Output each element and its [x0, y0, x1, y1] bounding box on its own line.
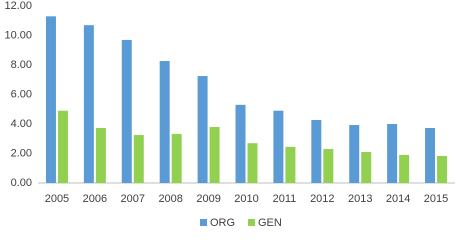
legend-swatch — [200, 219, 207, 226]
bar — [159, 61, 170, 183]
legend-label: GEN — [258, 217, 282, 229]
x-tick-label: 2006 — [83, 193, 107, 205]
bar — [273, 110, 284, 183]
bar — [171, 134, 182, 183]
bar — [285, 146, 296, 183]
x-tick-label: 2010 — [234, 193, 258, 205]
bar — [83, 25, 94, 183]
x-tick-label: 2008 — [158, 193, 182, 205]
x-tick-label: 2015 — [424, 193, 448, 205]
bar — [95, 127, 106, 183]
y-tick-label: 8.00 — [11, 59, 32, 71]
bar — [133, 135, 144, 183]
legend-swatch — [248, 219, 255, 226]
legend-label: ORG — [210, 217, 235, 229]
x-tick-label: 2009 — [196, 193, 220, 205]
bar — [57, 110, 68, 183]
y-tick-label: 6.00 — [11, 88, 32, 100]
bar — [425, 127, 436, 183]
chart: 0.00 2.00 4.00 6.00 8.00 10.00 12.00 2005 2006 20… — [4, 0, 455, 229]
bar — [437, 156, 448, 183]
y-tick-label: 10.00 — [4, 29, 32, 41]
x-tick-label: 2013 — [348, 193, 372, 205]
bar — [361, 152, 372, 183]
x-tick-label: 2011 — [273, 193, 297, 205]
x-tick-label: 2007 — [121, 193, 145, 205]
bar — [197, 76, 208, 183]
bar — [349, 125, 360, 183]
bar — [399, 154, 410, 183]
bar — [45, 16, 56, 184]
bar — [323, 149, 334, 183]
bar — [247, 143, 258, 183]
page: {"chart_data": {"type": "bar", "categori… — [4, 0, 455, 229]
x-tick-label: 2014 — [386, 193, 410, 205]
x-tick-label: 2005 — [45, 193, 69, 205]
y-tick-label: 0.00 — [11, 177, 32, 189]
bar — [235, 104, 246, 183]
y-tick-label: 4.00 — [11, 118, 32, 130]
bar — [209, 126, 220, 183]
x-tick-label: 2012 — [310, 193, 334, 205]
y-tick-label: 12.00 — [4, 0, 32, 12]
y-tick-label: 2.00 — [11, 147, 32, 159]
bar — [121, 39, 132, 183]
bar — [387, 124, 398, 183]
bar — [311, 120, 322, 183]
